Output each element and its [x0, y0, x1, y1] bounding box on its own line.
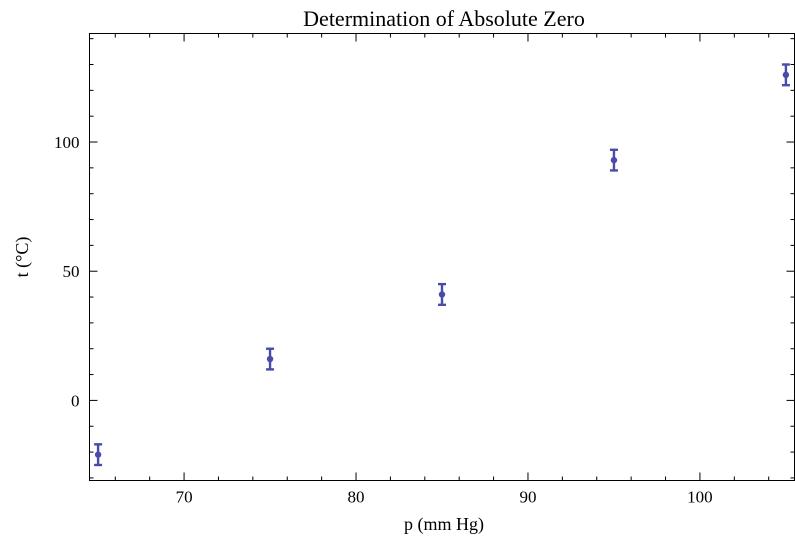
data-point-group	[266, 347, 275, 371]
y-tick-label: 0	[71, 391, 80, 410]
x-tick-label: 100	[687, 488, 713, 507]
axis-ticks	[89, 33, 795, 481]
data-point	[94, 451, 102, 458]
data-point	[266, 355, 274, 363]
y-tick-label: 100	[54, 133, 80, 152]
data-points	[94, 63, 790, 467]
data-point	[610, 156, 618, 164]
data-point	[782, 71, 790, 79]
chart-title: Determination of Absolute Zero	[303, 6, 585, 31]
plot-frame	[89, 33, 795, 481]
x-tick-label: 80	[348, 488, 365, 507]
x-axis-label: p (mm Hg)	[404, 514, 484, 535]
data-point-group	[781, 63, 790, 87]
y-tick-label: 50	[63, 262, 80, 281]
data-point-group	[94, 443, 103, 467]
data-point	[438, 291, 446, 298]
y-tick-labels: 0 50 100	[54, 133, 80, 410]
x-tick-label: 70	[176, 488, 193, 507]
x-tick-label: 90	[519, 488, 536, 507]
x-tick-labels: 70 80 90 100	[176, 488, 713, 507]
data-point-group	[438, 282, 446, 307]
data-point-group	[609, 148, 618, 172]
y-axis-label: t (°C)	[12, 237, 33, 278]
